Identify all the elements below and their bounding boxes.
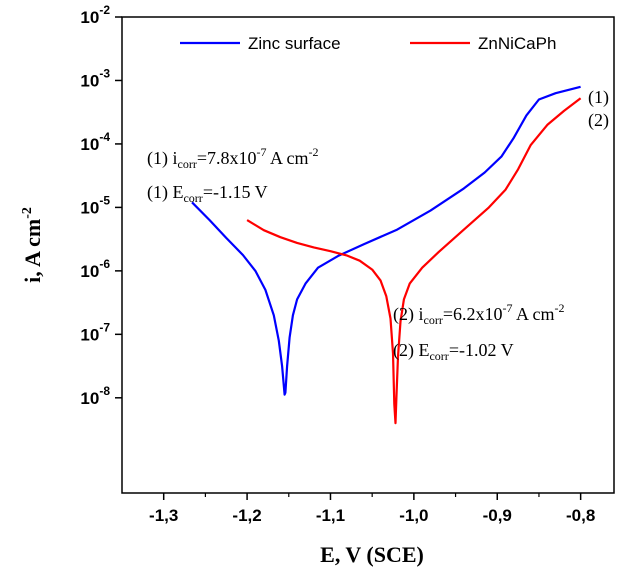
x-axis-title: E, V (SCE) <box>320 542 424 567</box>
legend: Zinc surface ZnNiCaPh <box>180 34 556 53</box>
curve-label-2: (2) <box>588 110 609 131</box>
y-tick-label: 10-4 <box>80 130 110 154</box>
x-tick-label: -1,3 <box>149 506 178 525</box>
y-tick-label: 10-2 <box>80 3 110 27</box>
x-tick-label: -1,2 <box>232 506 261 525</box>
legend-label-znnicaph: ZnNiCaPh <box>478 34 556 53</box>
x-tick-label: -1,1 <box>316 506 345 525</box>
series-line-zinc-surface <box>191 85 581 396</box>
annotation-2-ecorr: (2) Ecorr=-1.02 V <box>393 340 514 363</box>
curve-label-1: (1) <box>588 87 609 108</box>
annotation-1-icorr: (1) icorr=7.8x10-7 A cm-2 <box>147 145 319 171</box>
y-tick-label: 10-7 <box>80 320 110 344</box>
annotation-1-ecorr: (1) Ecorr=-1.15 V <box>147 182 268 205</box>
legend-label-zinc-surface: Zinc surface <box>248 34 341 53</box>
x-tick-label: -0,9 <box>483 506 512 525</box>
y-tick-label: 10-5 <box>80 193 110 217</box>
y-tick-label: 10-8 <box>80 384 110 408</box>
annotation-2-icorr: (2) icorr=6.2x10-7 A cm-2 <box>393 301 565 327</box>
x-tick-label: -1,0 <box>399 506 428 525</box>
x-tick-label: -0,8 <box>566 506 595 525</box>
y-axis-title: i, A cm-2 <box>20 207 45 283</box>
plot-frame <box>121 16 615 494</box>
series-line-znnicaph <box>246 97 582 425</box>
y-tick-label: 10-6 <box>80 257 110 281</box>
y-tick-label: 10-3 <box>80 66 110 90</box>
